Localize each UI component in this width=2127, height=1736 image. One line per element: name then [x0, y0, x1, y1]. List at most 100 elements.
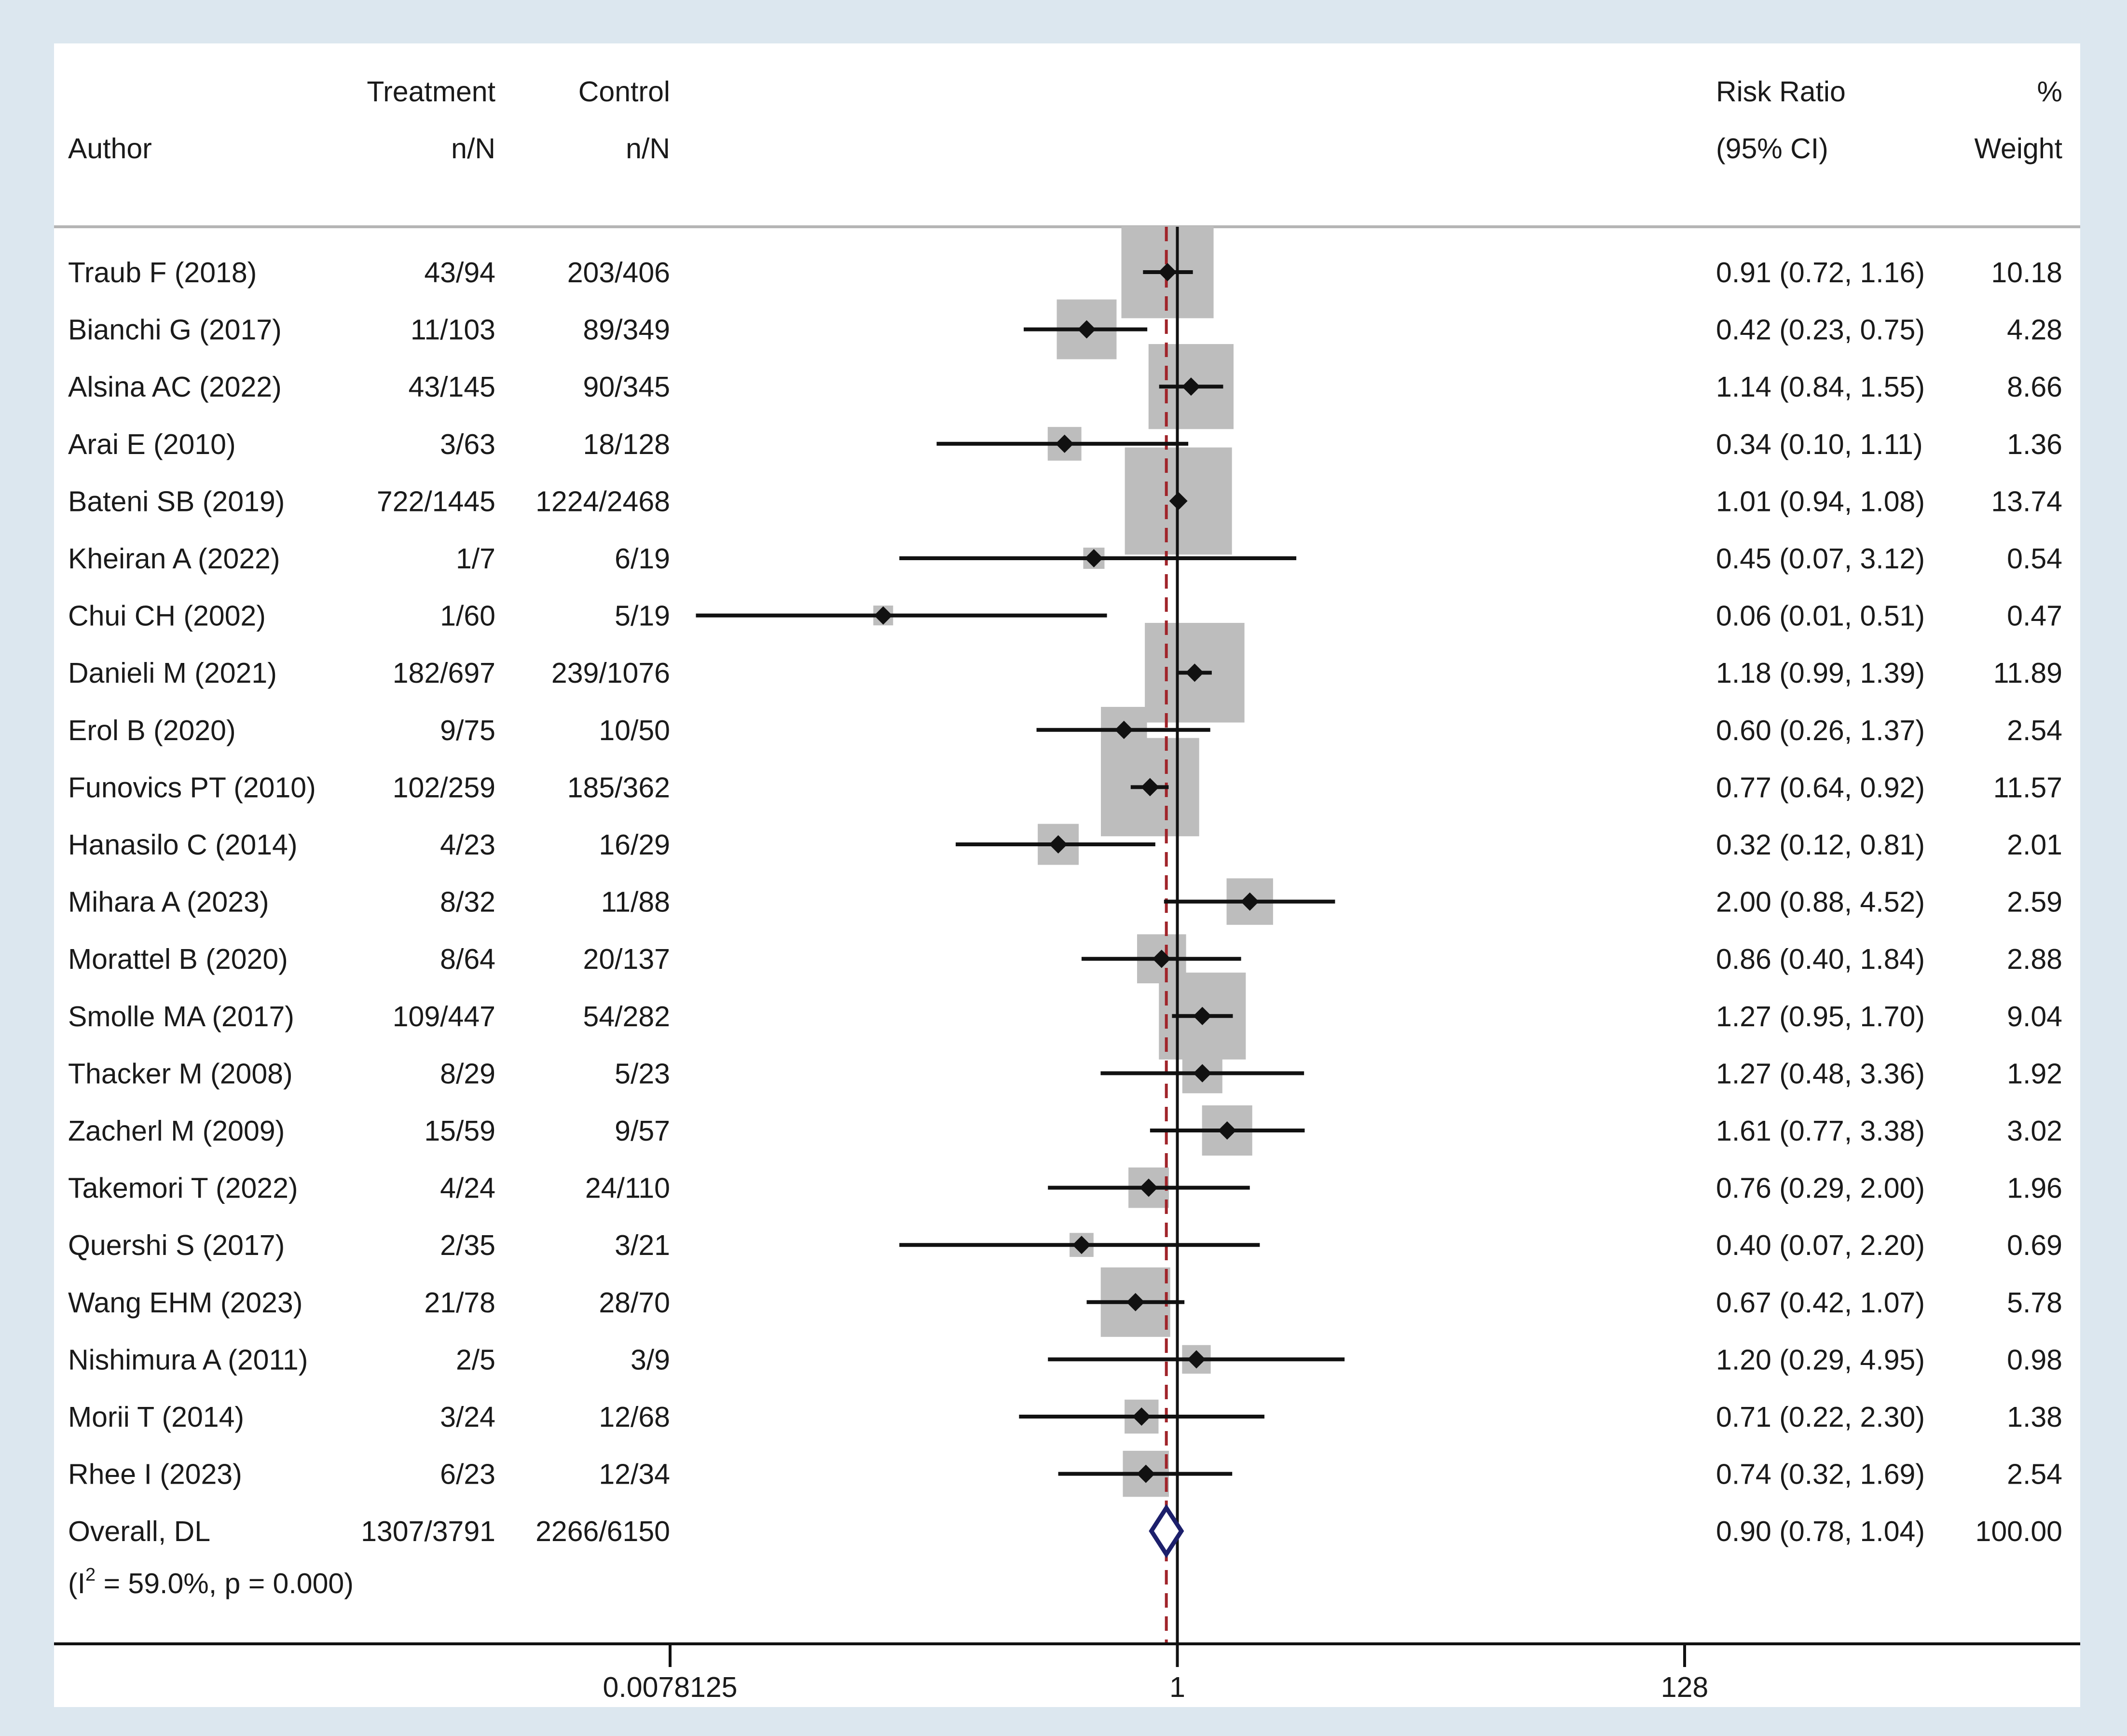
point-estimate	[1137, 1464, 1155, 1483]
risk-ratio-ci: 0.71 (0.22, 2.30)	[1716, 1401, 1925, 1433]
risk-ratio-ci: 0.91 (0.72, 1.16)	[1716, 257, 1925, 289]
control-count: 28/70	[599, 1287, 670, 1319]
table-row: Bateni SB (2019) 722/1445 1224/2468 1.01 (0…	[68, 485, 2062, 517]
treatment-count: 109/447	[393, 1001, 495, 1033]
risk-ratio-ci: 1.14 (0.84, 1.55)	[1716, 371, 1925, 403]
control-count: 11/88	[601, 886, 670, 918]
point-estimate	[1072, 1236, 1091, 1254]
study-author: Danieli M (2021)	[68, 657, 277, 689]
table-row: Kheiran A (2022) 1/7 6/19 0.45 (0.07, 3.12)…	[68, 543, 2062, 575]
x-axis-tick-label: 0.0078125	[603, 1671, 738, 1703]
point-estimate	[1126, 1293, 1145, 1311]
overall-risk-ratio-ci: 0.90 (0.78, 1.04)	[1716, 1516, 1925, 1547]
study-author: Quershi S (2017)	[68, 1229, 285, 1261]
study-weight: 10.18	[1991, 257, 2062, 289]
study-weight: 8.66	[2007, 371, 2062, 403]
treatment-count: 1/60	[440, 600, 495, 632]
control-count: 239/1076	[551, 657, 670, 689]
table-row: Danieli M (2021) 182/697 239/1076 1.18 (0.9…	[68, 657, 2062, 689]
point-estimate	[1140, 778, 1159, 797]
weight-percent-header: %	[2037, 76, 2062, 108]
study-weight: 4.28	[2007, 314, 2062, 346]
study-weight: 0.98	[2007, 1344, 2062, 1376]
table-row: Quershi S (2017) 2/35 3/21 0.40 (0.07, 2.20…	[68, 1229, 2062, 1261]
treatment-header: Treatment	[367, 76, 495, 108]
study-weight: 1.36	[2007, 428, 2062, 460]
study-author: Takemori T (2022)	[68, 1172, 298, 1204]
table-row: Thacker M (2008) 8/29 5/23 1.27 (0.48, 3.36…	[68, 1058, 2062, 1089]
table-row: Chui CH (2002) 1/60 5/19 0.06 (0.01, 0.51) 0…	[68, 600, 2062, 632]
control-count: 1224/2468	[535, 485, 670, 517]
study-weight: 2.54	[2007, 1459, 2062, 1490]
control-count: 185/362	[567, 772, 670, 803]
study-weight: 1.96	[2007, 1172, 2062, 1204]
treatment-count: 15/59	[424, 1115, 495, 1147]
table-row: Hanasilo C (2014) 4/23 16/29 0.32 (0.12, 0.…	[68, 829, 2062, 861]
study-weight: 1.92	[2007, 1058, 2062, 1089]
risk-ratio-header: Risk Ratio	[1716, 76, 1846, 108]
study-author: Morattel B (2020)	[68, 943, 288, 975]
study-weight: 9.04	[2007, 1001, 2062, 1033]
table-row: Wang EHM (2023) 21/78 28/70 0.67 (0.42, 1.0…	[68, 1287, 2062, 1319]
study-weight: 2.59	[2007, 886, 2062, 918]
overall-diamond	[1149, 1503, 1184, 1558]
study-author: Smolle MA (2017)	[68, 1001, 294, 1033]
risk-ratio-ci: 2.00 (0.88, 4.52)	[1716, 886, 1925, 918]
treatment-subheader: n/N	[451, 133, 495, 165]
overall-label: Overall, DL	[68, 1516, 210, 1547]
point-estimate	[1139, 1178, 1158, 1197]
table-row: Traub F (2018) 43/94 203/406 0.91 (0.72, 1.…	[68, 257, 2062, 289]
x-axis-tick-label: 128	[1661, 1671, 1708, 1703]
table-row: Arai E (2010) 3/63 18/128 0.34 (0.10, 1.11)…	[68, 428, 2062, 460]
study-author: Bianchi G (2017)	[68, 314, 282, 346]
study-author: Zacherl M (2009)	[68, 1115, 285, 1147]
treatment-count: 4/23	[440, 829, 495, 861]
control-count: 54/282	[583, 1001, 670, 1033]
risk-ratio-ci: 0.32 (0.12, 0.81)	[1716, 829, 1925, 861]
point-estimate	[1185, 663, 1204, 682]
control-count: 203/406	[567, 257, 670, 289]
study-author: Rhee I (2023)	[68, 1459, 242, 1490]
point-estimate	[1132, 1407, 1151, 1426]
study-author: Alsina AC (2022)	[68, 371, 282, 403]
study-author: Funovics PT (2010)	[68, 772, 316, 803]
study-author: Thacker M (2008)	[68, 1058, 293, 1089]
study-author: Wang EHM (2023)	[68, 1287, 302, 1319]
table-row: Bianchi G (2017) 11/103 89/349 0.42 (0.23, …	[68, 314, 2062, 346]
study-weight: 11.89	[1993, 657, 2062, 689]
table-row: Morii T (2014) 3/24 12/68 0.71 (0.22, 2.30)…	[68, 1401, 2062, 1433]
treatment-count: 2/35	[440, 1229, 495, 1261]
x-axis-tick-label: 1	[1169, 1671, 1185, 1703]
treatment-count: 43/94	[424, 257, 495, 289]
heterogeneity-label: (I2 = 59.0%, p = 0.000)	[68, 1565, 354, 1599]
control-count: 9/57	[615, 1115, 670, 1147]
weight-header: Weight	[1974, 133, 2062, 165]
table-row: Funovics PT (2010) 102/259 185/362 0.77 (0.…	[68, 772, 2062, 803]
treatment-count: 1/7	[456, 543, 495, 575]
risk-ratio-ci: 0.34 (0.10, 1.11)	[1716, 428, 1923, 460]
treatment-count: 3/24	[440, 1401, 495, 1433]
risk-ratio-ci: 0.06 (0.01, 0.51)	[1716, 600, 1925, 632]
study-weight: 11.57	[1993, 772, 2062, 803]
treatment-count: 102/259	[393, 772, 495, 803]
control-count: 3/21	[615, 1229, 670, 1261]
control-count: 16/29	[599, 829, 670, 861]
table-row: Rhee I (2023) 6/23 12/34 0.74 (0.32, 1.69) 2…	[68, 1459, 2062, 1490]
study-author: Erol B (2020)	[68, 715, 236, 746]
overall-treatment-count: 1307/3791	[361, 1516, 495, 1547]
study-weight: 2.88	[2007, 943, 2062, 975]
control-count: 6/19	[615, 543, 670, 575]
control-count: 18/128	[583, 428, 670, 460]
overall-row: Overall, DL 1307/3791 2266/6150 0.90 (0.78,…	[68, 1516, 2062, 1547]
ci-header: (95% CI)	[1716, 133, 1828, 165]
study-weight: 2.54	[2007, 715, 2062, 746]
risk-ratio-ci: 0.60 (0.26, 1.37)	[1716, 715, 1925, 746]
study-author: Mihara A (2023)	[68, 886, 269, 918]
control-count: 89/349	[583, 314, 670, 346]
treatment-count: 2/5	[456, 1344, 495, 1376]
point-estimate	[1152, 950, 1171, 968]
risk-ratio-ci: 1.61 (0.77, 3.38)	[1716, 1115, 1925, 1147]
control-subheader: n/N	[626, 133, 670, 165]
control-count: 12/68	[599, 1401, 670, 1433]
